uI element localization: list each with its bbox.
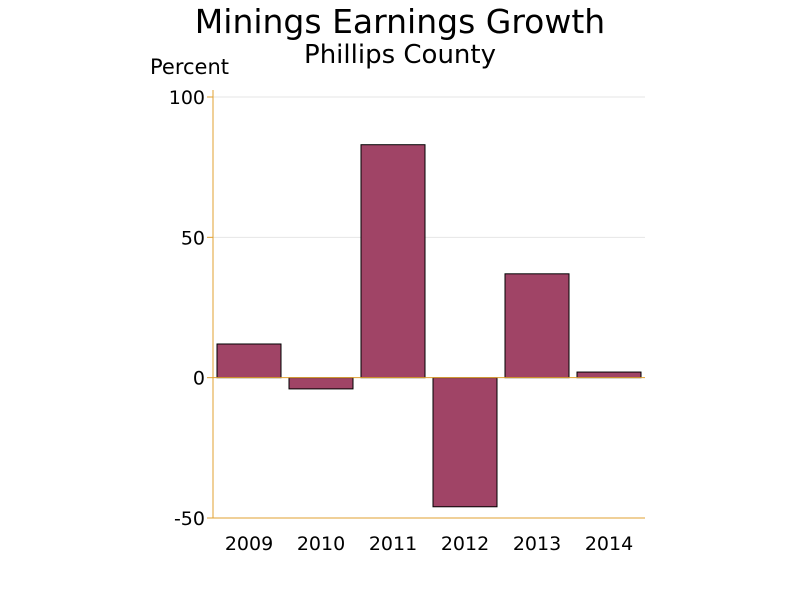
x-tick-label: 2013 (513, 533, 561, 555)
x-tick-label: 2011 (369, 533, 417, 555)
bar-2012 (432, 377, 498, 508)
x-tick-label: 2010 (297, 533, 345, 555)
y-tick-label: 0 (193, 368, 205, 390)
bars (216, 144, 642, 508)
y-axis-label: Percent (150, 55, 230, 79)
chart-subtitle: Phillips County (304, 40, 496, 70)
axes (207, 90, 645, 519)
bar-2009 (216, 343, 282, 379)
x-tick-label: 2014 (585, 533, 633, 555)
y-tick-label: 100 (169, 87, 205, 109)
bar-2014 (576, 371, 642, 379)
gridlines (213, 96, 645, 238)
bar-2010 (288, 377, 354, 390)
x-tick-label: 2012 (441, 533, 489, 555)
bar-2011 (360, 144, 426, 379)
tick-labels: 100 50 0 -50 2009 2010 2011 2012 2013 2014 (169, 87, 633, 555)
x-tick-label: 2009 (225, 533, 273, 555)
y-tick-label: 50 (181, 227, 205, 249)
bar-2013 (504, 273, 570, 379)
y-tick-label: -50 (174, 508, 205, 530)
chart-title: Minings Earnings Growth (194, 2, 606, 41)
